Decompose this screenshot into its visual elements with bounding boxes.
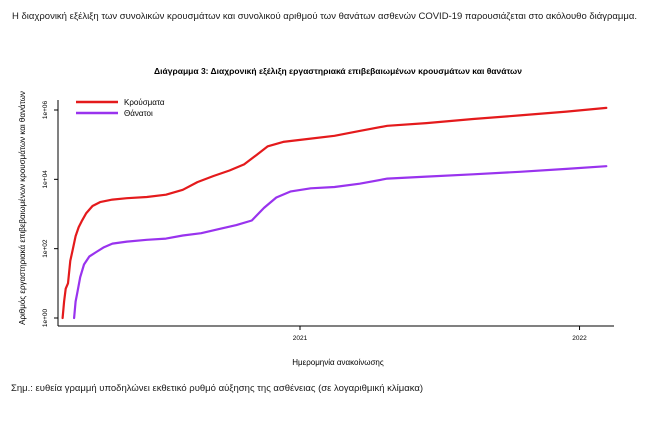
chart: Διάγραμμα 3: Διαχρονική εξέλιξη εργαστηρ… [18, 66, 614, 367]
y-tick-label: 1e+00 [42, 308, 49, 327]
y-ticks: 1e+00 1e+02 1e+04 1e+06 [42, 100, 58, 327]
legend: Κρούσματα Θάνατοι [76, 98, 165, 118]
x-axis-label: Ημερομηνία ανακοίνωσης [292, 358, 384, 367]
series-line-deaths [73, 165, 608, 320]
y-tick-label: 1e+04 [42, 170, 49, 189]
series-line-cases [61, 106, 608, 320]
intro-paragraph: Η διαχρονική εξέλιξη των συνολικών κρουσ… [12, 11, 638, 22]
y-tick-label: 1e+02 [42, 239, 49, 258]
y-tick-label: 1e+06 [42, 100, 49, 119]
legend-label-deaths: Θάνατοι [124, 109, 153, 118]
chart-title: Διάγραμμα 3: Διαχρονική εξέλιξη εργαστηρ… [154, 66, 522, 76]
x-tick-label: 2021 [293, 335, 308, 342]
x-ticks: 2021 2022 [293, 326, 587, 342]
chart-caption: Σημ.: ευθεία γραμμή υποδηλώνει εκθετικό … [11, 383, 424, 394]
x-tick-label: 2022 [572, 335, 587, 342]
legend-label-cases: Κρούσματα [124, 98, 165, 107]
series-lines [61, 106, 608, 320]
y-axis-label: Αριθμός εργαστηριακά επιβεβαιωμένων κρου… [18, 91, 27, 325]
